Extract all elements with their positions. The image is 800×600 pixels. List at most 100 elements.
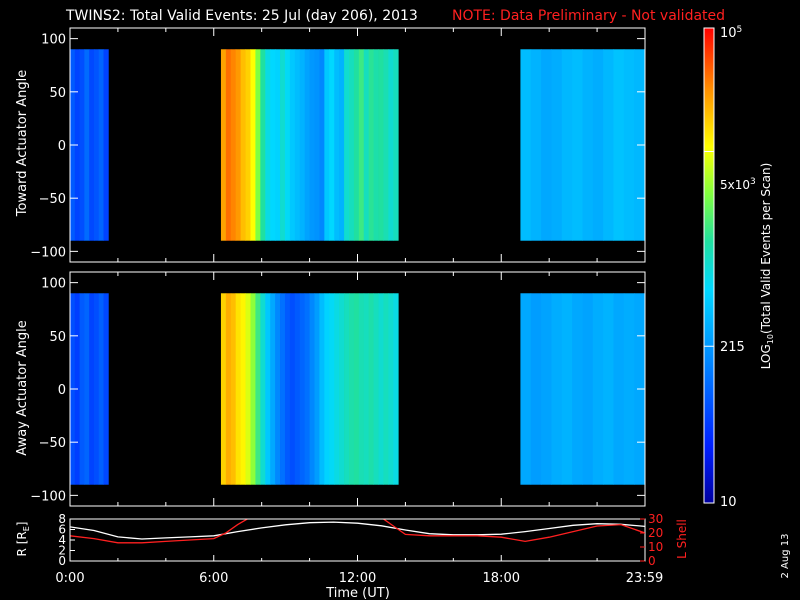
heatmap-0-block-1-cell-33 [383,49,389,241]
orbit-ytick-right-label-3: 30 [648,512,663,526]
colorbar-label-sub: 10 [766,334,775,344]
heatmap-0-block-1-cell-29 [363,49,370,241]
heatmap-1-block-1-cell-5 [245,293,251,485]
heatmap-0-block-0-cell-5 [93,49,100,241]
heatmap-1-block-1-cell-14 [289,293,296,485]
colorbar-label-main-1: LOG [759,344,773,369]
heatmap-1-block-1-cell-2 [230,293,237,485]
heatmap-0-block-1-cell-9 [265,49,271,241]
heatmap-1-block-1-cell-27 [353,293,360,485]
heatmap-0-block-1-cell-8 [260,49,266,241]
orbit-ytick-left-label-1: 2 [58,544,66,558]
heatmap-1-block-1-cell-19 [314,293,320,485]
heatmap-0-block-1-cell-27 [353,49,360,241]
heatmap-0-block-0-cell-7 [103,49,109,241]
heatmap-0-block-1-cell-24 [339,49,345,241]
heatmap-1-block-1-cell-7 [255,293,261,485]
orbit-ytick-left-label-0: 0 [58,554,66,568]
heatmap-0-block-2-cell-8 [603,49,614,241]
heatmap-0-block-1-cell-6 [250,49,256,241]
heatmap-0-block-1-cell-21 [324,49,330,241]
colorbar-label: LOG10(Total Valid Events per Scan) [759,163,775,370]
heatmap-1-ytick-label-4: −100 [30,489,66,504]
heatmap-1-block-1-cell-4 [240,293,246,485]
heatmap-1-block-1-cell-24 [339,293,345,485]
colorbar-tick-top-base: 10 [720,26,737,41]
heatmap-1-block-2-cell-6 [582,293,594,485]
heatmap-1-block-1-cell-10 [270,293,276,485]
heatmap-0-block-2-cell-9 [613,49,625,241]
heatmap-0-block-1-cell-30 [368,49,374,241]
heatmap-1-block-2-cell-0 [520,293,532,485]
heatmap-0-block-1-cell-23 [334,49,340,241]
heatmap-0-block-1-cell-13 [284,49,291,241]
heatmap-1-block-1-cell-28 [358,293,365,485]
orbit-xtick-label-4: 23:59 [626,571,663,586]
heatmap-0-block-1-cell-34 [388,49,394,241]
heatmap-0-block-1-cell-12 [280,49,286,241]
heatmap-1-block-0-cell-7 [103,293,109,485]
r-ylabel-tail: ] [15,522,29,527]
r-series-line [70,521,645,540]
colorbar-tick-top-exp: 5 [737,25,743,35]
colorbar-tick-mid: 5x103 [720,177,756,192]
heatmap-1-block-1-cell-13 [284,293,291,485]
heatmap-1-block-1-cell-20 [319,293,325,485]
orbit-ytick-left-label-4: 8 [58,512,66,526]
heatmap-1-block-1-cell-21 [324,293,330,485]
toward-heatmap-panel: 100 50 0 −50 −100 [30,27,646,263]
heatmap-1-block-1-cell-8 [260,293,266,485]
heatmap-0-block-0-cell-2 [79,49,85,241]
heatmap-0-block-1-cell-31 [373,49,379,241]
heatmap-1-block-0-cell-6 [98,293,104,485]
heatmap-0-block-1-cell-26 [348,49,355,241]
heatmap-0-block-2-cell-3 [551,49,563,241]
heatmap-1-block-2-cell-8 [603,293,614,485]
colorbar-label-main-2: (Total Valid Events per Scan) [759,163,773,334]
heatmap-1-block-2-cell-2 [541,293,552,485]
heatmap-0-block-1-cell-0 [220,49,227,241]
heatmap-0-block-1-cell-18 [309,49,315,241]
heatmap-0-block-1-cell-2 [230,49,237,241]
heatmap-0-block-0-cell-4 [89,49,95,241]
heatmap-0-block-1-cell-3 [235,49,242,241]
heatmap-0-block-1-cell-20 [319,49,325,241]
orbit-xtick-label-0: 0:00 [55,571,84,586]
heatmap-1-block-1-cell-26 [348,293,355,485]
heatmap-0-block-2-cell-2 [541,49,552,241]
heatmap-0-block-1-cell-11 [275,49,281,241]
heatmap-1-block-1-cell-32 [378,293,384,485]
heatmap-1-block-1-cell-33 [383,293,389,485]
heatmap-0-block-1-cell-1 [225,49,232,241]
chart-title: TWINS2: Total Valid Events: 25 Jul (day … [65,8,418,24]
heatmap-0-ytick-label-2: 0 [58,139,66,154]
heatmap-1-block-1-cell-17 [304,293,310,485]
colorbar-tick-mid-exp: 3 [750,177,756,187]
heatmap-1-block-1-cell-23 [334,293,340,485]
orbit-ytick-left-label-2: 4 [58,533,66,547]
heatmap-1-block-1-cell-11 [275,293,281,485]
heatmap-0-block-1-cell-32 [378,49,384,241]
heatmap-0-block-1-cell-22 [329,49,335,241]
away-ylabel: Away Actuator Angle [15,320,30,455]
lshell-ylabel: L Shell [675,519,689,559]
orbit-ytick-right-label-1: 10 [648,540,663,554]
colorbar-tick-bottom: 10 [720,495,737,510]
heatmap-0-block-1-cell-19 [314,49,320,241]
colorbar-tick-top: 105 [720,25,742,41]
heatmap-1-block-2-cell-9 [613,293,625,485]
away-heatmap-panel: 100 50 0 −50 −100 [30,271,646,507]
heatmap-1-block-1-cell-1 [225,293,232,485]
heatmap-0-ytick-label-4: −100 [30,245,66,260]
heatmap-0-block-2-cell-0 [520,49,532,241]
chart-note: NOTE: Data Preliminary - Not validated [452,8,725,24]
heatmap-0-block-2-cell-7 [592,49,604,241]
heatmap-0-ytick-label-1: 50 [49,86,66,101]
orbit-ytick-right-label-0: 0 [648,554,656,568]
heatmap-1-block-1-cell-31 [373,293,379,485]
lshell-series-line [70,519,645,544]
heatmap-1-block-1-cell-22 [329,293,335,485]
heatmap-0-block-2-cell-10 [623,49,635,241]
